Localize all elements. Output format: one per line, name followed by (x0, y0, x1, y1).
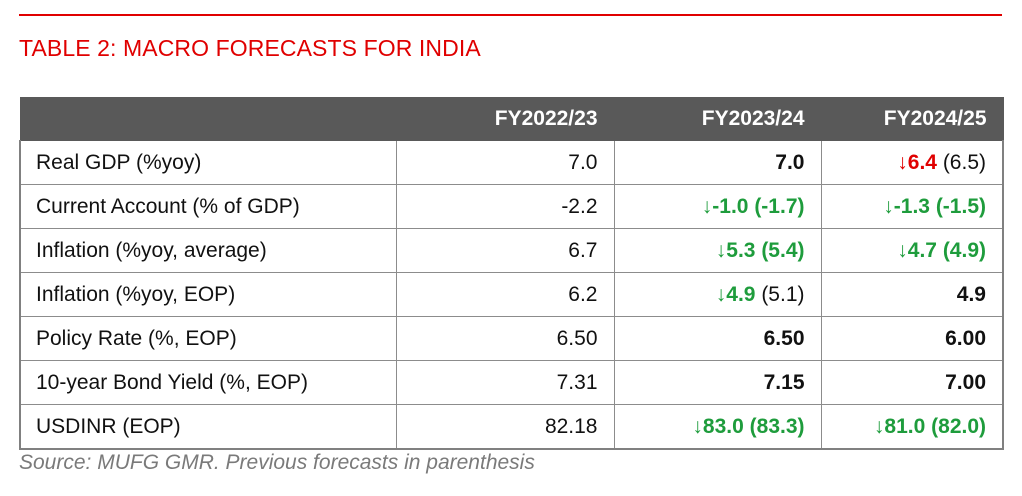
down-arrow-icon: ↓ (897, 238, 908, 262)
table-body: Real GDP (%yoy) 7.0 7.0 ↓6.4 (6.5) Current A… (19, 140, 1004, 450)
table-header-row: FY2022/23 FY2023/24 FY2024/25 (19, 97, 1004, 141)
previous-forecast: (6.5) (942, 150, 986, 174)
table-row: Inflation (%yoy, EOP) 6.2 ↓4.9 (5.1) 4.9 (19, 272, 1004, 317)
header-cell-fy2022-23: FY2022/23 (395, 97, 615, 141)
forecast-cell: 6.00 (820, 316, 1004, 361)
forecast-cell: ↓5.3 (5.4) (613, 228, 822, 273)
forecast-cell: 7.31 (395, 360, 615, 405)
forecast-value: 6.00 (945, 326, 986, 350)
row-label: Inflation (%yoy, average) (19, 228, 397, 273)
forecast-value: 4.9 (726, 282, 756, 306)
forecast-value: 83.0 (702, 414, 744, 438)
down-arrow-icon: ↓ (701, 194, 713, 218)
header-cell-indicator (19, 97, 397, 141)
table-row: USDINR (EOP) 82.18 ↓83.0 (83.3) ↓81.0 (82.0… (19, 404, 1004, 450)
forecast-cell: 7.00 (820, 360, 1004, 405)
previous-forecast: (5.1) (761, 282, 805, 306)
forecast-value: 7.15 (763, 370, 805, 394)
table-row: Policy Rate (%, EOP) 6.50 6.50 6.00 (19, 316, 1004, 361)
table-row: Inflation (%yoy, average) 6.7 ↓5.3 (5.4) ↓4… (19, 228, 1004, 273)
forecast-cell: ↓81.0 (82.0) (820, 404, 1004, 450)
down-arrow-icon: ↓ (897, 150, 908, 174)
forecast-cell: 6.50 (613, 316, 822, 361)
table-title: TABLE 2: MACRO FORECASTS FOR INDIA (19, 35, 481, 61)
down-arrow-icon: ↓ (715, 238, 727, 262)
down-arrow-icon: ↓ (715, 282, 727, 306)
forecast-value: -1.0 (712, 194, 749, 218)
row-label: USDINR (EOP) (19, 404, 397, 450)
forecast-cell: ↓-1.0 (-1.7) (613, 184, 822, 229)
macro-forecast-table: FY2022/23 FY2023/24 FY2024/25 Real GDP (… (19, 97, 1004, 450)
table-row: Real GDP (%yoy) 7.0 7.0 ↓6.4 (6.5) (19, 140, 1004, 185)
forecast-cell: 6.7 (395, 228, 615, 273)
forecast-value: 4.9 (956, 282, 986, 306)
row-label: Real GDP (%yoy) (19, 140, 397, 185)
title-top-rule (19, 14, 1002, 16)
previous-forecast: (4.9) (942, 238, 986, 262)
forecast-value: 7.0 (775, 150, 805, 174)
row-label: 10-year Bond Yield (%, EOP) (19, 360, 397, 405)
down-arrow-icon: ↓ (692, 414, 703, 438)
row-label: Inflation (%yoy, EOP) (19, 272, 397, 317)
forecast-cell: 82.18 (395, 404, 615, 450)
forecast-value: 7.00 (945, 370, 986, 394)
down-arrow-icon: ↓ (873, 414, 885, 438)
forecast-cell: 7.0 (395, 140, 615, 185)
forecast-cell: ↓6.4 (6.5) (820, 140, 1004, 185)
forecast-value: 7.0 (568, 150, 598, 174)
forecast-value: 6.50 (763, 326, 805, 350)
forecast-cell: ↓83.0 (83.3) (613, 404, 822, 450)
previous-forecast: (5.4) (761, 238, 805, 262)
forecast-value: 82.18 (544, 414, 598, 438)
forecast-value: 81.0 (884, 414, 926, 438)
forecast-value: 6.50 (556, 326, 598, 350)
forecast-cell: 4.9 (820, 272, 1004, 317)
forecast-value: 6.4 (907, 150, 937, 174)
forecast-value: -2.2 (561, 194, 598, 218)
forecast-value: 6.2 (568, 282, 598, 306)
forecast-value: 6.7 (568, 238, 598, 262)
previous-forecast: (82.0) (931, 414, 986, 438)
header-cell-fy2023-24: FY2023/24 (613, 97, 822, 141)
forecast-cell: ↓4.9 (5.1) (613, 272, 822, 317)
forecast-cell: 6.2 (395, 272, 615, 317)
forecast-cell: -2.2 (395, 184, 615, 229)
down-arrow-icon: ↓ (883, 194, 894, 218)
forecast-cell: 7.0 (613, 140, 822, 185)
forecast-cell: ↓4.7 (4.9) (820, 228, 1004, 273)
forecast-cell: 6.50 (395, 316, 615, 361)
previous-forecast: (-1.5) (935, 194, 986, 218)
forecast-value: 4.7 (907, 238, 937, 262)
table-row: Current Account (% of GDP) -2.2 ↓-1.0 (-1.… (19, 184, 1004, 229)
source-note: Source: MUFG GMR. Previous forecasts in … (19, 451, 535, 474)
forecast-cell: ↓-1.3 (-1.5) (820, 184, 1004, 229)
forecast-value: -1.3 (893, 194, 930, 218)
row-label: Current Account (% of GDP) (19, 184, 397, 229)
forecast-value: 7.31 (556, 370, 598, 394)
previous-forecast: (-1.7) (754, 194, 805, 218)
forecast-value: 5.3 (726, 238, 756, 262)
previous-forecast: (83.3) (749, 414, 805, 438)
row-label: Policy Rate (%, EOP) (19, 316, 397, 361)
forecast-cell: 7.15 (613, 360, 822, 405)
table-row: 10-year Bond Yield (%, EOP) 7.31 7.15 7.00 (19, 360, 1004, 405)
header-cell-fy2024-25: FY2024/25 (820, 97, 1004, 141)
